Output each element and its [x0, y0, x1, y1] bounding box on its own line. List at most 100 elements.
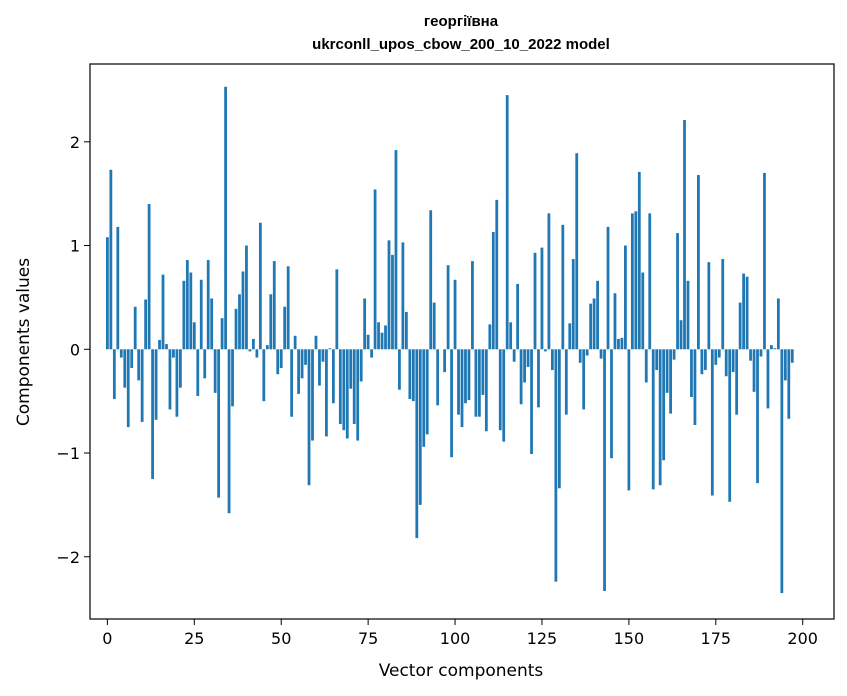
bar	[311, 349, 314, 441]
y-tick-label: −2	[56, 548, 80, 567]
bar	[735, 349, 739, 415]
bar	[620, 337, 624, 350]
bar	[742, 273, 745, 350]
bar	[564, 349, 568, 415]
bar	[766, 349, 770, 409]
bar	[644, 349, 648, 383]
bar	[634, 211, 638, 350]
bar	[429, 210, 433, 350]
bar	[460, 349, 464, 428]
bar	[408, 349, 412, 400]
bar	[356, 349, 360, 441]
bar	[787, 349, 791, 419]
bar	[234, 308, 238, 350]
bar	[359, 349, 363, 382]
bar	[185, 260, 189, 350]
bar	[140, 349, 144, 422]
bar	[717, 349, 721, 358]
bar	[523, 349, 526, 383]
bar	[672, 349, 676, 360]
y-axis-label: Components values	[14, 258, 34, 426]
bar	[411, 349, 415, 402]
bar	[662, 349, 666, 461]
bar	[349, 349, 353, 389]
bar	[780, 349, 784, 594]
bar	[457, 349, 460, 415]
bar	[477, 349, 481, 417]
bar	[484, 349, 488, 432]
x-axis-ticks: 0 25 50 75 100 125 150 175 200	[102, 619, 818, 648]
bar	[519, 349, 523, 405]
bar	[269, 294, 273, 350]
bar	[731, 349, 735, 373]
bar	[630, 213, 634, 350]
bar	[331, 349, 335, 404]
bar	[776, 298, 780, 350]
bar	[679, 320, 683, 350]
bar	[582, 349, 586, 410]
bar	[415, 349, 419, 539]
bar	[210, 298, 214, 350]
bar	[707, 262, 711, 350]
bar	[154, 349, 158, 420]
bar	[790, 349, 794, 363]
bar	[133, 306, 137, 350]
bar	[627, 349, 631, 491]
bar	[544, 349, 547, 352]
bar	[589, 303, 593, 350]
bar	[373, 189, 377, 350]
bar	[471, 261, 474, 350]
bar	[540, 247, 544, 350]
bar	[387, 240, 391, 350]
bar	[700, 349, 704, 375]
bar	[770, 345, 773, 350]
bar	[335, 269, 339, 350]
bar	[182, 280, 186, 350]
bar	[227, 349, 231, 514]
bar	[557, 349, 561, 489]
bar	[391, 254, 394, 350]
bar	[328, 348, 332, 350]
bar	[147, 204, 151, 350]
bar	[436, 349, 440, 406]
chart-subtitle: ukrconll_upos_cbow_200_10_2022 model	[312, 36, 610, 53]
bar	[585, 349, 589, 356]
bar	[265, 345, 269, 350]
bar	[245, 245, 248, 350]
y-tick-label: 1	[70, 237, 80, 256]
bar	[293, 335, 297, 350]
bar	[498, 349, 502, 431]
bar	[126, 349, 130, 428]
y-tick-label: 0	[70, 340, 80, 359]
bar	[105, 237, 109, 350]
bar	[262, 349, 266, 402]
bar	[307, 349, 311, 486]
bar	[669, 349, 672, 414]
bar	[325, 349, 328, 437]
bar	[370, 349, 373, 358]
bar	[304, 349, 307, 365]
bar	[220, 318, 224, 350]
bar	[596, 280, 599, 350]
bar	[551, 349, 554, 371]
bar	[773, 348, 777, 350]
bar	[158, 339, 161, 350]
bar	[321, 349, 325, 362]
bars-group	[105, 86, 794, 594]
bar	[759, 349, 763, 357]
x-axis-label: Vector components	[379, 661, 544, 681]
bar	[314, 335, 318, 350]
x-tick-label: 150	[614, 629, 645, 648]
bar	[192, 322, 196, 350]
bar	[276, 349, 280, 375]
bar	[728, 349, 732, 502]
bar	[151, 349, 154, 479]
bar	[763, 172, 766, 350]
bar	[603, 349, 606, 591]
bar	[592, 298, 596, 350]
plot-frame	[89, 63, 835, 620]
bar	[272, 261, 276, 350]
bar	[655, 349, 659, 371]
bar	[377, 322, 380, 350]
bar	[338, 349, 342, 424]
